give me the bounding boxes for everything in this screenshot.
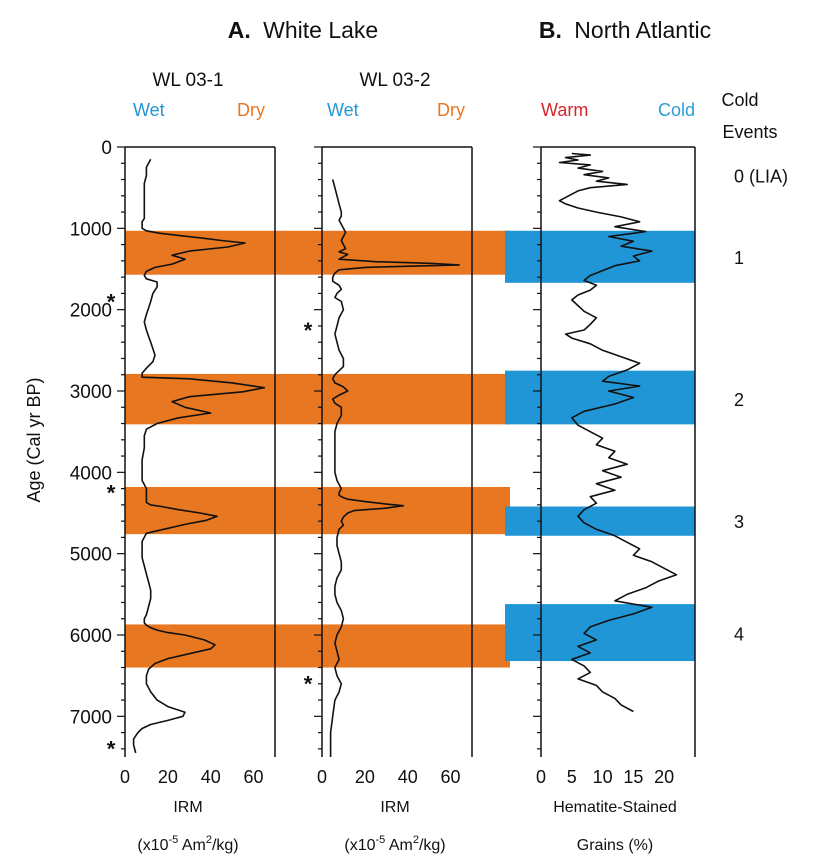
y-tick-label-2000: 2000: [70, 301, 112, 322]
y-tick-label-1000: 1000: [70, 219, 112, 240]
wl031-panel: 0 20 40 60 * * *: [107, 146, 276, 787]
y-tick-label-6000: 6000: [70, 626, 112, 647]
wl032-xlabel: IRM: [380, 799, 409, 816]
wl031-xunit-suffix: /kg): [212, 837, 239, 854]
wl032-series-line: [329, 179, 460, 757]
y-tick-labels: 0 1000 2000 3000 4000 5000 6000 7000: [70, 138, 112, 728]
wl031-x-tick-label-40: 40: [201, 767, 221, 787]
wl032-wet-label: Wet: [327, 100, 359, 120]
wl032-xunit: (x10-5 Am2/kg): [344, 834, 445, 854]
cold-event-labels: 0 (LIA) 1 2 3 4: [734, 166, 788, 644]
panel-b-title: B. North Atlantic: [539, 17, 711, 43]
hsg-cold-label: Cold: [658, 100, 695, 120]
hsg-series-line: [558, 152, 678, 713]
wl032-title: WL 03-2: [359, 70, 430, 91]
wl031-xlabel: IRM: [173, 799, 202, 816]
panel-a-letter: A.: [228, 17, 251, 43]
wl032-date-marker-1: *: [304, 318, 313, 343]
y-tick-label-4000: 4000: [70, 463, 112, 484]
panel-a-title: A. White Lake: [228, 17, 378, 43]
cold-events-header-line2: Events: [722, 122, 777, 142]
cold-event-label-1: 1: [734, 248, 744, 268]
wl031-xunit-sup2: 2: [206, 834, 212, 846]
wl032-x-tick-label-20: 20: [355, 767, 375, 787]
wl031-xunit: (x10-5 Am2/kg): [137, 834, 238, 854]
event-bands: [125, 230, 695, 668]
wl032-xunit-sup2: 2: [413, 834, 419, 846]
dry-band-1: [125, 230, 510, 275]
wl032-xunit-mid: Am: [385, 837, 413, 854]
cold-event-label-0: 0 (LIA): [734, 166, 788, 186]
wl031-dry-label: Dry: [237, 100, 265, 120]
hsg-x-tick-label-10: 10: [593, 767, 613, 787]
wl031-x-tick-label-60: 60: [244, 767, 264, 787]
y-axis-label: Age (Cal yr BP): [24, 377, 44, 502]
cold-events-header-line1: Cold: [721, 90, 758, 110]
cold-band-1: [505, 230, 695, 283]
wl032-x-tick-label-60: 60: [441, 767, 461, 787]
panel-b-name: North Atlantic: [574, 17, 711, 43]
wl031-wet-label: Wet: [133, 100, 165, 120]
hsg-x-tick-label-15: 15: [623, 767, 643, 787]
y-tick-label-5000: 5000: [70, 545, 112, 566]
wl031-date-marker-1: *: [107, 289, 116, 314]
hsg-x-tick-label-20: 20: [654, 767, 674, 787]
wl032-xunit-prefix: (x10: [344, 837, 375, 854]
wl031-title: WL 03-1: [152, 70, 223, 91]
wl031-x-tick-label-0: 0: [120, 767, 130, 787]
wl032-date-marker-2: *: [304, 672, 313, 697]
hsg-x-tick-label-0: 0: [536, 767, 546, 787]
hsg-x-tick-label-5: 5: [567, 767, 577, 787]
wl032-x-tick-label-40: 40: [398, 767, 418, 787]
y-tick-label-7000: 7000: [70, 707, 112, 728]
wl032-xunit-suffix: /kg): [419, 837, 446, 854]
panel-b-letter: B.: [539, 17, 562, 43]
cold-band-4: [505, 604, 695, 662]
wl032-dry-label: Dry: [437, 100, 465, 120]
cold-band-2: [505, 370, 695, 425]
dry-band-4: [125, 624, 510, 668]
cold-event-label-4: 4: [734, 624, 744, 644]
y-tick-label-0: 0: [101, 138, 112, 159]
cold-event-label-3: 3: [734, 512, 744, 532]
panels: 0 20 40 60***0 20 40 60**0 5 10 15 20: [107, 146, 696, 787]
hsg-xlabel: Hematite-Stained: [553, 799, 677, 816]
wl032-x-tick-label-0: 0: [317, 767, 327, 787]
wl032-xunit-sup1: -5: [375, 834, 385, 846]
panel-a-name: White Lake: [263, 17, 378, 43]
wl031-series-line: [132, 158, 266, 754]
wl032-panel: 0 20 40 60 * *: [304, 146, 473, 787]
wl031-date-marker-2: *: [107, 481, 116, 506]
wl031-xunit-mid: Am: [178, 837, 206, 854]
wl031-xunit-sup1: -5: [168, 834, 178, 846]
hsg-panel: 0 5 10 15 20: [533, 146, 696, 787]
hsg-warm-label: Warm: [541, 100, 588, 120]
wl031-xunit-prefix: (x10: [137, 837, 168, 854]
wl031-date-marker-3: *: [107, 737, 116, 762]
hsg-xlabel2: Grains (%): [577, 837, 653, 854]
wl031-x-tick-label-20: 20: [158, 767, 178, 787]
cold-event-label-2: 2: [734, 390, 744, 410]
y-tick-label-3000: 3000: [70, 382, 112, 403]
